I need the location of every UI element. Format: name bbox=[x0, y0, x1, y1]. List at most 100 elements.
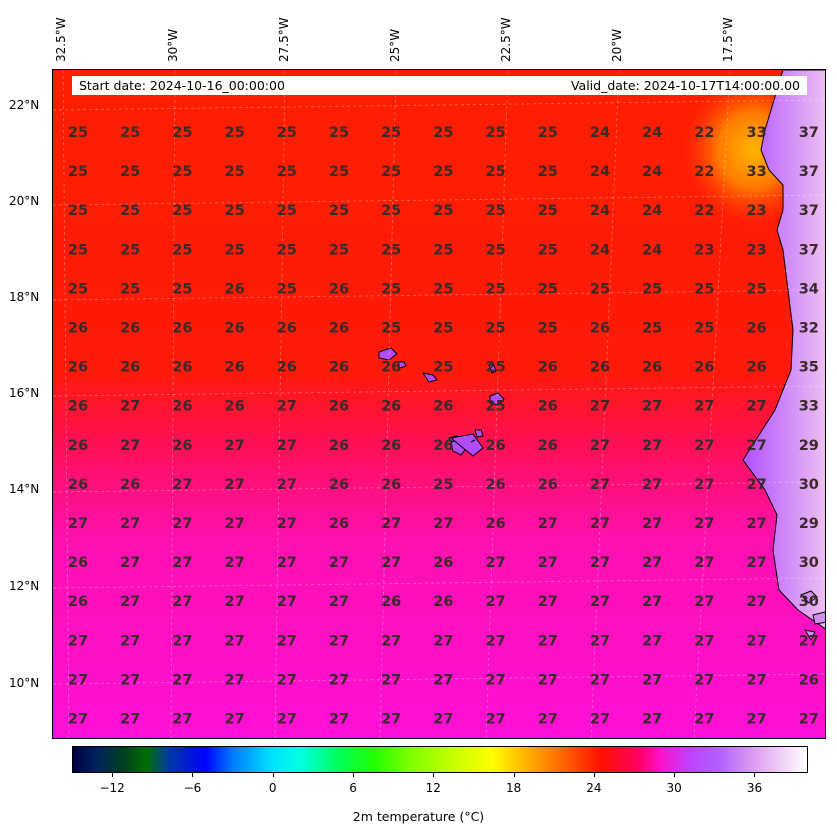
grid-value: 27 bbox=[590, 516, 610, 532]
grid-value: 33 bbox=[747, 164, 767, 180]
grid-value: 25 bbox=[277, 125, 297, 141]
grid-value: 26 bbox=[120, 321, 140, 337]
grid-value: 25 bbox=[433, 281, 453, 297]
colorbar-tick-label: 24 bbox=[586, 781, 602, 795]
grid-value: 27 bbox=[747, 438, 767, 454]
grid-value: 27 bbox=[433, 633, 453, 649]
grid-value: 27 bbox=[329, 712, 349, 728]
grid-value: 27 bbox=[120, 672, 140, 688]
grid-value: 26 bbox=[329, 360, 349, 376]
grid-value: 30 bbox=[799, 555, 819, 571]
grid-value: 26 bbox=[225, 399, 245, 415]
grid-value: 26 bbox=[433, 594, 453, 610]
grid-value: 37 bbox=[799, 242, 819, 258]
lon-label: 25°W bbox=[388, 28, 402, 62]
grid-value: 26 bbox=[381, 399, 401, 415]
grid-value: 27 bbox=[694, 477, 714, 493]
grid-value: 24 bbox=[590, 203, 610, 219]
grid-value: 27 bbox=[120, 438, 140, 454]
grid-value: 26 bbox=[642, 360, 662, 376]
grid-value: 27 bbox=[68, 712, 88, 728]
grid-value: 24 bbox=[642, 203, 662, 219]
grid-value: 26 bbox=[329, 399, 349, 415]
grid-value: 25 bbox=[642, 321, 662, 337]
valid-date-label: Valid_date: 2024-10-17T14:00:00.00 bbox=[570, 78, 800, 93]
grid-value: 27 bbox=[277, 516, 297, 532]
grid-value: 25 bbox=[538, 242, 558, 258]
grid-value: 27 bbox=[538, 516, 558, 532]
grid-value: 27 bbox=[225, 555, 245, 571]
grid-value: 27 bbox=[799, 712, 819, 728]
grid-value: 27 bbox=[225, 516, 245, 532]
grid-value: 27 bbox=[642, 712, 662, 728]
grid-value: 27 bbox=[590, 438, 610, 454]
grid-value: 26 bbox=[68, 438, 88, 454]
colorbar-tick bbox=[433, 773, 435, 777]
grid-value: 24 bbox=[590, 242, 610, 258]
lon-label: 30°W bbox=[166, 28, 180, 62]
grid-value: 26 bbox=[329, 321, 349, 337]
start-date-label: Start date: 2024-10-16_00:00:00 bbox=[79, 78, 285, 93]
grid-value: 27 bbox=[747, 633, 767, 649]
grid-value: 26 bbox=[538, 360, 558, 376]
map-panel[interactable]: 25 25 25 25 25 25 25 25 25 25 24 24 22 33 37 25 25 25 25 25… bbox=[52, 69, 826, 739]
colorbar-tick bbox=[513, 773, 515, 777]
grid-value: 22 bbox=[694, 125, 714, 141]
temperature-values: 25 25 25 25 25 25 25 25 25 25 24 24 22 33 37 25 25 25 25 25… bbox=[68, 125, 819, 728]
grid-value: 27 bbox=[694, 438, 714, 454]
grid-value: 27 bbox=[277, 477, 297, 493]
grid-value: 26 bbox=[68, 399, 88, 415]
grid-value: 23 bbox=[747, 242, 767, 258]
grid-value: 27 bbox=[486, 712, 506, 728]
grid-value: 25 bbox=[433, 477, 453, 493]
grid-value: 27 bbox=[225, 594, 245, 610]
grid-value: 27 bbox=[225, 438, 245, 454]
grid-value: 27 bbox=[694, 672, 714, 688]
grid-value: 26 bbox=[225, 281, 245, 297]
grid-value: 27 bbox=[799, 633, 819, 649]
grid-value: 27 bbox=[381, 712, 401, 728]
grid-value: 30 bbox=[799, 594, 819, 610]
grid-value: 25 bbox=[277, 242, 297, 258]
grid-value: 25 bbox=[486, 281, 506, 297]
grid-value: 26 bbox=[381, 360, 401, 376]
grid-value: 26 bbox=[172, 399, 192, 415]
grid-value: 27 bbox=[538, 712, 558, 728]
grid-value: 27 bbox=[277, 672, 297, 688]
grid-value: 26 bbox=[329, 477, 349, 493]
colorbar bbox=[72, 746, 808, 773]
lat-label: 20°N bbox=[9, 194, 40, 208]
grid-value: 27 bbox=[747, 712, 767, 728]
coast-islands bbox=[800, 590, 825, 642]
lon-label: 27.5°W bbox=[277, 17, 291, 62]
grid-value: 27 bbox=[433, 712, 453, 728]
grid-value: 26 bbox=[486, 438, 506, 454]
grid-value: 27 bbox=[120, 516, 140, 532]
grid-value: 27 bbox=[642, 399, 662, 415]
grid-value: 25 bbox=[329, 164, 349, 180]
grid-value: 25 bbox=[120, 203, 140, 219]
grid-value: 27 bbox=[590, 399, 610, 415]
grid-value: 25 bbox=[225, 203, 245, 219]
grid-value: 27 bbox=[277, 712, 297, 728]
grid-value: 26 bbox=[433, 555, 453, 571]
grid-value: 25 bbox=[538, 203, 558, 219]
lat-label: 16°N bbox=[9, 386, 40, 400]
grid-value: 27 bbox=[642, 516, 662, 532]
lon-label: 17.5°W bbox=[721, 17, 735, 62]
colorbar-tick bbox=[112, 773, 114, 777]
grid-value: 27 bbox=[381, 555, 401, 571]
grid-value: 37 bbox=[799, 164, 819, 180]
africa-land bbox=[742, 70, 825, 630]
grid-value: 25 bbox=[538, 125, 558, 141]
grid-value: 26 bbox=[172, 321, 192, 337]
grid-value: 27 bbox=[329, 555, 349, 571]
grid-value: 30 bbox=[799, 477, 819, 493]
grid-value: 26 bbox=[68, 477, 88, 493]
grid-value: 27 bbox=[590, 672, 610, 688]
grid-value: 25 bbox=[172, 164, 192, 180]
grid-value: 25 bbox=[381, 321, 401, 337]
lat-label: 18°N bbox=[9, 290, 40, 304]
grid-value: 27 bbox=[538, 633, 558, 649]
colorbar-title: 2m temperature (°C) bbox=[352, 809, 485, 824]
